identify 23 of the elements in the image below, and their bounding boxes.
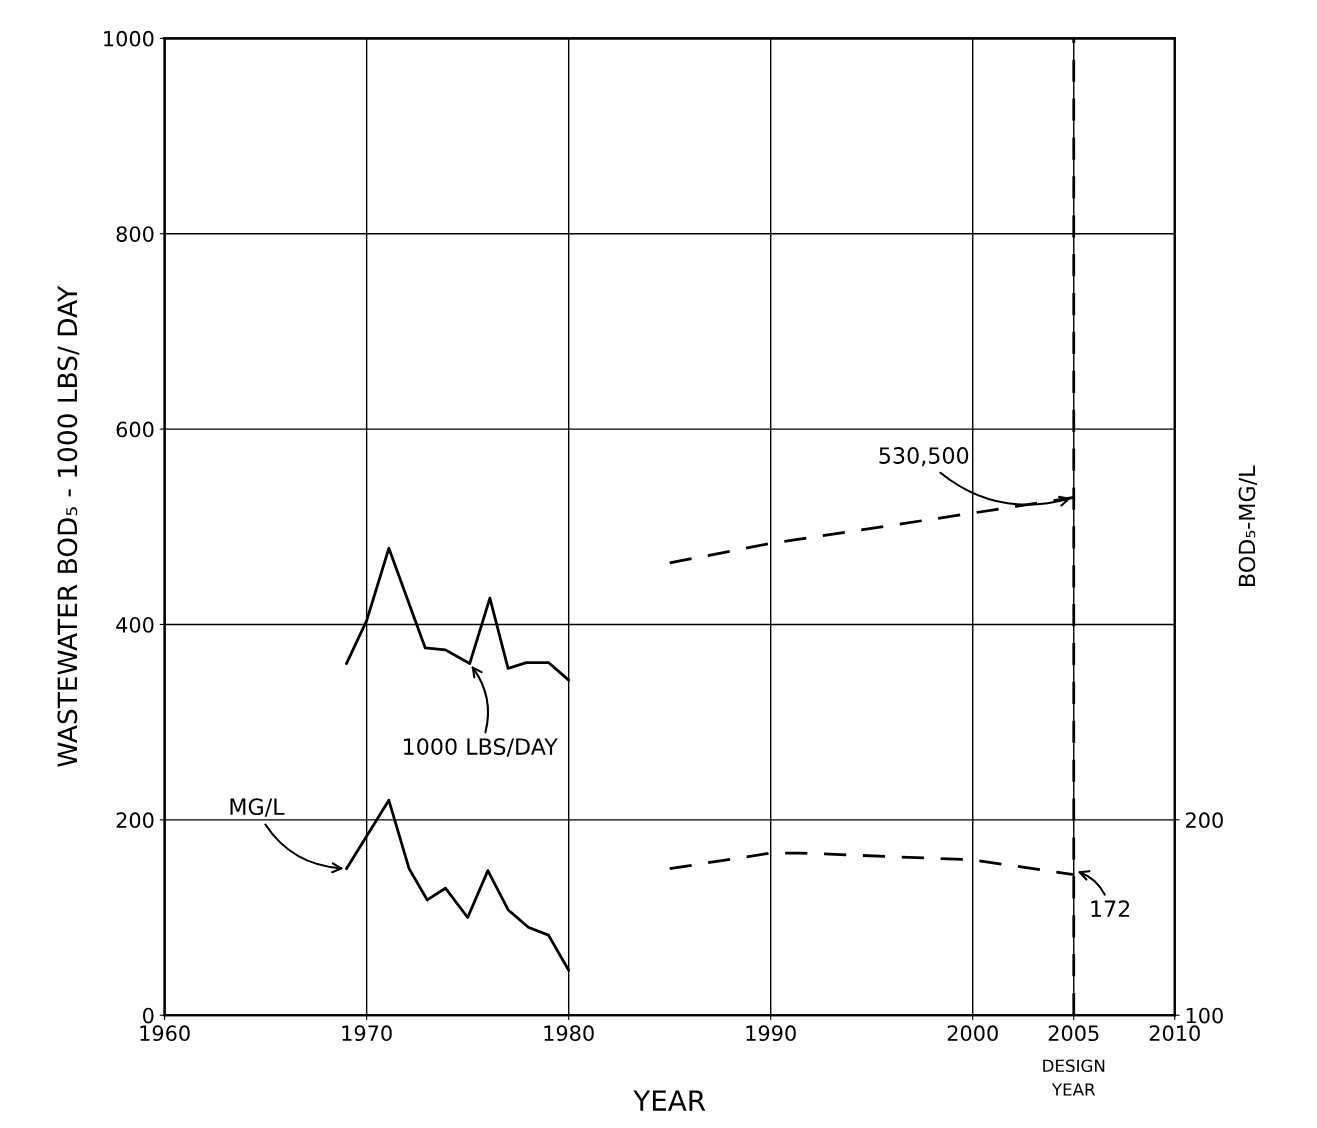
x-tick-label: 2010 — [1149, 1025, 1200, 1042]
x-tick-label: 1960 — [140, 1025, 190, 1042]
y2-axis-title: BOD₅-MG/L — [1238, 465, 1258, 586]
y-tick-label: 400 — [116, 616, 154, 633]
y-tick-label: 600 — [116, 421, 154, 438]
annotation: 172 — [1091, 900, 1130, 917]
x-axis-title: YEAR — [633, 1090, 706, 1111]
x-tick-label: 2005 — [1048, 1025, 1099, 1042]
x-tick-label: 1980 — [544, 1025, 594, 1042]
y-axis-title: WASTEWATER BOD₅ - 1000 LBS/ DAY — [57, 285, 80, 767]
y2-tick-label: 200 — [1186, 812, 1223, 829]
annotation: MG/L — [230, 798, 285, 817]
y-tick-label: 800 — [116, 226, 154, 242]
y-tick-label: 1000 — [104, 30, 154, 47]
x-tick-label: 1990 — [746, 1025, 796, 1042]
ref-line-label: DESIGN YEAR — [1043, 1059, 1105, 1096]
y-tick-label: 0 — [143, 1007, 154, 1024]
annotation: 530,500 — [879, 447, 969, 467]
x-tick-label: 2000 — [947, 1025, 998, 1042]
y-tick-label: 200 — [116, 812, 154, 829]
x-tick-label: 1970 — [342, 1025, 392, 1042]
annotation: 1000 LBS/DAY — [404, 738, 558, 757]
y2-tick-label: 100 — [1186, 1007, 1223, 1024]
